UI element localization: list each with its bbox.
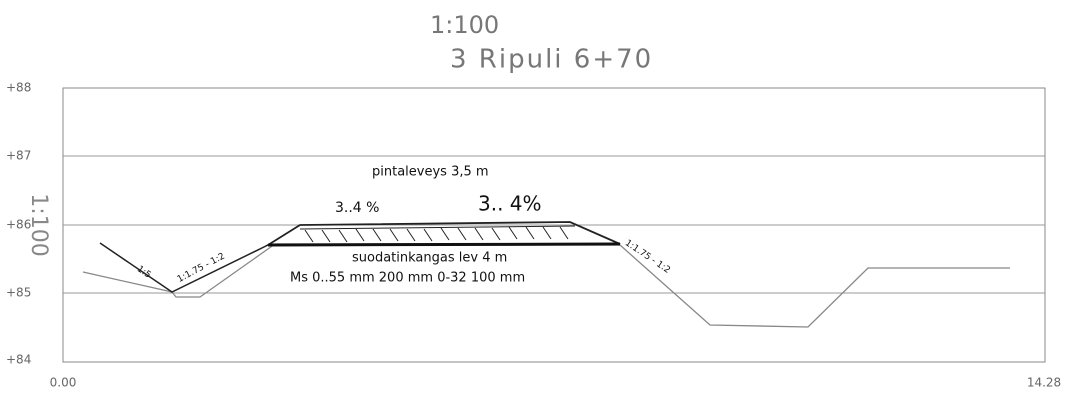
annotation: 1:5 (135, 264, 153, 280)
fabric-line (267, 242, 621, 247)
annotation: 3.. 4% (478, 192, 542, 216)
annotation: 3..4 % (335, 200, 379, 216)
annotation: pintaleveys 3,5 m (372, 165, 489, 180)
scale-side: 1:100 (26, 193, 51, 256)
y-label: +86 (6, 218, 31, 232)
annotation: Ms 0..55 mm 200 mm 0-32 100 mm (290, 271, 525, 286)
x-label: 14.28 (1027, 376, 1061, 390)
scale-top: 1:100 (430, 11, 499, 39)
y-label: +87 (6, 149, 31, 163)
y-label: +85 (6, 286, 31, 300)
hatching (304, 226, 569, 243)
title: 3 Ripuli 6+70 (450, 45, 653, 75)
x-label: 0.00 (50, 376, 77, 390)
y-label: +84 (6, 353, 31, 367)
annotation: suodatinkangas lev 4 m (352, 251, 507, 266)
layer-line (299, 225, 576, 230)
y-label: +88 (6, 81, 31, 95)
ditch (99, 242, 269, 293)
